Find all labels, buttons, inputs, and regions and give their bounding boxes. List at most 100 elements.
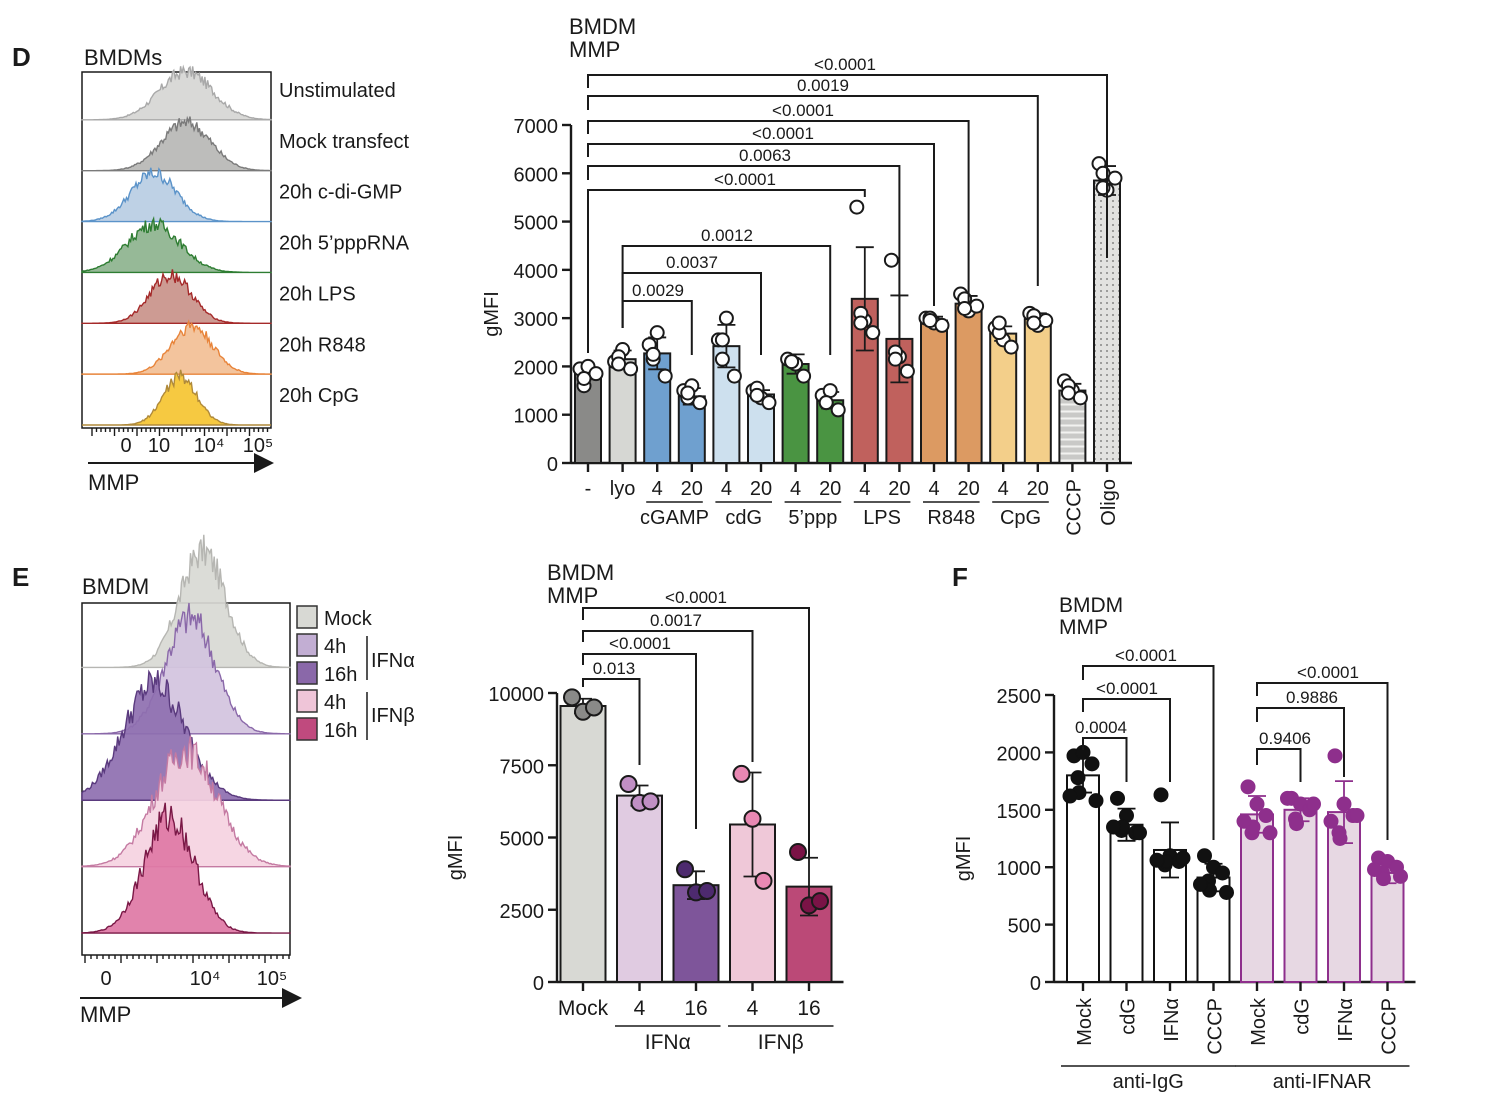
group-label: 5’ppp: [788, 507, 837, 529]
data-point: [1240, 779, 1256, 795]
bar: [559, 705, 607, 983]
p-value-label: <0.0001: [752, 124, 814, 143]
x-tick-label: 20: [957, 478, 979, 500]
data-point: [1215, 865, 1230, 881]
data-point: [718, 310, 734, 326]
data-point: [676, 860, 694, 879]
data-point: [1193, 876, 1208, 892]
x-tick-label: 10⁴: [194, 435, 225, 457]
data-point: [649, 325, 665, 341]
y-tick-label: 1000: [997, 858, 1042, 880]
x-axis-label: MMP: [80, 1002, 131, 1027]
group-label: IFNβ: [758, 1031, 804, 1054]
legend-swatch: [296, 633, 318, 657]
data-point: [1026, 315, 1042, 331]
p-value-label: <0.0001: [1297, 663, 1359, 682]
legend-group-label: IFNα: [371, 650, 415, 672]
y-tick-label: 2500: [997, 686, 1042, 708]
histogram-frame: [81, 71, 272, 429]
group-label: R848: [927, 507, 975, 529]
data-point: [1323, 813, 1339, 829]
legend-swatch: [296, 717, 318, 741]
y-tick-label: 2500: [500, 901, 545, 923]
y-tick-label: 2000: [514, 357, 559, 379]
data-point: [576, 371, 592, 386]
y-tick-label: 2000: [997, 743, 1042, 765]
bar: [920, 319, 948, 464]
p-value-label: 0.0063: [739, 146, 791, 165]
y-tick-label: 7000: [514, 116, 559, 138]
y-axis-label: gMFI: [481, 291, 503, 337]
x-tick-label: 10⁵: [257, 968, 288, 990]
data-point: [726, 368, 742, 384]
data-point: [830, 402, 846, 418]
histogram-title: BMDM: [82, 574, 149, 599]
data-point: [811, 892, 829, 911]
x-axis-label: MMP: [88, 470, 139, 495]
p-value-label: <0.0001: [1096, 679, 1158, 698]
data-point: [1084, 756, 1100, 772]
data-point: [796, 368, 812, 384]
data-point: [818, 395, 834, 411]
x-tick-label: 4: [790, 478, 801, 500]
group-label: anti-IFNAR: [1273, 1071, 1372, 1093]
y-tick-label: 5000: [514, 213, 559, 235]
x-tick-label: 20: [888, 478, 910, 500]
y-tick-label: 7500: [500, 756, 545, 778]
bar: [608, 358, 637, 464]
data-point: [1280, 790, 1295, 806]
data-point: [1153, 787, 1169, 803]
bar: [954, 302, 983, 464]
histogram-trace: [81, 167, 272, 223]
data-point: [1367, 861, 1382, 877]
data-point: [1327, 748, 1343, 764]
histogram-series-label: Unstimulated: [279, 80, 396, 102]
data-point: [563, 688, 581, 707]
x-tick-label: Mock: [558, 997, 609, 1020]
data-point: [743, 809, 762, 828]
data-point: [1249, 796, 1265, 812]
x-tick-label: CCCP: [1379, 998, 1401, 1055]
data-point: [1062, 788, 1078, 804]
histogram-trace: [81, 319, 272, 375]
x-tick-label: 4: [998, 478, 1009, 500]
legend-label: 16h: [324, 720, 357, 742]
data-point: [887, 351, 903, 367]
x-tick-label: Mock: [1248, 997, 1270, 1046]
x-tick-label: 20: [681, 478, 703, 500]
group-label: LPS: [863, 507, 901, 529]
p-value-label: <0.0001: [609, 634, 671, 653]
bar: [1283, 808, 1318, 983]
histogram-trace: [81, 64, 272, 121]
data-point: [1070, 770, 1086, 786]
data-point: [645, 346, 661, 362]
data-point: [1262, 825, 1278, 841]
p-value-label: 0.9406: [1259, 729, 1311, 748]
group-label: CpG: [1000, 507, 1041, 529]
data-point: [1336, 796, 1352, 812]
data-point: [922, 313, 938, 329]
y-tick-label: 0: [533, 973, 544, 995]
p-value-label: 0.0019: [797, 76, 849, 95]
data-point: [1149, 852, 1165, 868]
histogram-trace: [81, 534, 291, 669]
legend-swatch: [296, 661, 318, 685]
x-tick-label: 4: [859, 478, 870, 500]
x-tick-label: 4: [928, 478, 939, 500]
panel-letter-e: E: [12, 562, 29, 592]
panel-e-histogram: BMDM 0 10⁴ 10⁵ MMP Mock 4h 16h 4h 16h IFNα IFNβ: [80, 534, 415, 1027]
histogram-series-label: 20h CpG: [279, 385, 359, 407]
chart-subtitle: MMP: [569, 37, 620, 62]
legend-label: Mock: [324, 608, 373, 630]
data-point: [784, 354, 800, 370]
data-point: [899, 363, 915, 379]
data-point: [1088, 793, 1104, 809]
x-tick-label: IFNα: [1161, 998, 1183, 1042]
panel-letter-f: F: [952, 562, 968, 592]
histogram-series-label: Mock transfect: [279, 131, 409, 153]
x-tick-label: 4: [747, 997, 759, 1020]
data-point: [1236, 813, 1252, 829]
x-tick-label: CCCP: [1063, 479, 1085, 536]
